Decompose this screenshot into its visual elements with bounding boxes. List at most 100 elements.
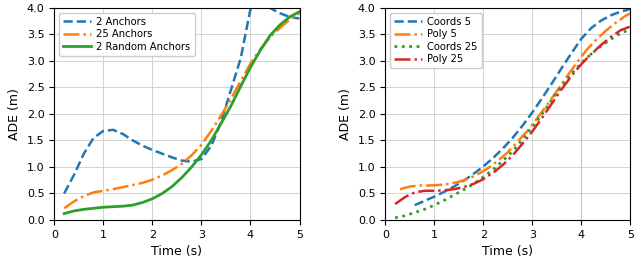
Poly 25 xyxy=(509,154,516,157)
Poly 5 xyxy=(563,75,570,78)
25 Anchors xyxy=(188,154,195,157)
Coords 25 xyxy=(440,199,448,202)
Poly 25 xyxy=(499,163,507,166)
Coords 25 xyxy=(450,193,458,197)
2 Random Anchors xyxy=(237,85,244,88)
Poly 25 xyxy=(391,202,399,206)
Poly 25 xyxy=(597,43,605,47)
Poly 25 xyxy=(518,142,526,145)
25 Anchors xyxy=(246,62,254,65)
Coords 25 xyxy=(509,149,516,153)
Coords 5 xyxy=(440,190,448,193)
Line: Poly 5: Poly 5 xyxy=(400,13,630,189)
Coords 25 xyxy=(617,32,625,35)
Poly 25 xyxy=(440,189,448,192)
Poly 25 xyxy=(450,188,458,191)
2 Anchors xyxy=(148,148,156,152)
Legend: Coords 5, Poly 5, Coords 25, Poly 25: Coords 5, Poly 5, Coords 25, Poly 25 xyxy=(390,13,482,68)
Poly 25 xyxy=(401,196,409,199)
Line: 2 Random Anchors: 2 Random Anchors xyxy=(64,12,300,214)
Coords 5 xyxy=(450,185,458,188)
2 Random Anchors xyxy=(148,197,156,200)
Poly 5 xyxy=(543,103,551,107)
25 Anchors xyxy=(90,191,97,194)
Coords 25 xyxy=(499,159,507,162)
Poly 5 xyxy=(484,166,492,170)
Poly 5 xyxy=(435,183,443,187)
2 Random Anchors xyxy=(139,201,147,204)
Poly 25 xyxy=(529,130,536,133)
25 Anchors xyxy=(60,207,68,210)
Coords 25 xyxy=(479,175,487,179)
25 Anchors xyxy=(80,195,88,198)
Poly 5 xyxy=(602,29,610,32)
Poly 5 xyxy=(475,172,483,175)
Coords 5 xyxy=(420,199,428,202)
Poly 25 xyxy=(617,29,625,32)
25 Anchors xyxy=(296,12,303,15)
25 Anchors xyxy=(148,178,156,181)
2 Random Anchors xyxy=(178,176,186,179)
Coords 5 xyxy=(460,179,468,182)
2 Random Anchors xyxy=(119,205,127,208)
2 Random Anchors xyxy=(129,204,137,207)
2 Random Anchors xyxy=(207,139,215,142)
Coords 25 xyxy=(460,188,468,191)
25 Anchors xyxy=(159,174,166,177)
Poly 25 xyxy=(548,102,556,105)
Coords 5 xyxy=(558,66,566,69)
Coords 25 xyxy=(538,112,546,116)
2 Random Anchors xyxy=(257,49,264,52)
25 Anchors xyxy=(100,189,108,192)
Poly 5 xyxy=(406,185,413,188)
25 Anchors xyxy=(266,36,274,39)
25 Anchors xyxy=(276,26,284,30)
25 Anchors xyxy=(207,129,215,132)
Coords 25 xyxy=(431,204,438,207)
25 Anchors xyxy=(257,48,264,51)
Y-axis label: ADE (m): ADE (m) xyxy=(8,88,21,140)
25 Anchors xyxy=(168,169,176,172)
Poly 25 xyxy=(627,25,634,28)
2 Anchors xyxy=(217,120,225,123)
2 Anchors xyxy=(207,144,215,147)
25 Anchors xyxy=(70,200,78,203)
Poly 5 xyxy=(455,180,463,183)
Coords 5 xyxy=(529,111,536,114)
Coords 25 xyxy=(529,126,536,129)
Coords 25 xyxy=(411,211,419,214)
Line: 2 Anchors: 2 Anchors xyxy=(64,5,300,193)
Poly 25 xyxy=(470,182,477,186)
Coords 25 xyxy=(627,28,634,31)
Poly 5 xyxy=(514,140,522,143)
Poly 5 xyxy=(592,38,600,41)
Poly 5 xyxy=(582,49,590,52)
25 Anchors xyxy=(119,186,127,189)
2 Anchors xyxy=(109,128,117,131)
Y-axis label: ADE (m): ADE (m) xyxy=(339,88,352,140)
Coords 5 xyxy=(431,195,438,198)
Coords 5 xyxy=(577,37,585,40)
2 Random Anchors xyxy=(60,212,68,215)
Coords 5 xyxy=(617,10,625,13)
Poly 5 xyxy=(465,177,472,180)
Poly 5 xyxy=(627,12,634,15)
2 Random Anchors xyxy=(188,165,195,169)
Poly 5 xyxy=(533,117,541,120)
2 Anchors xyxy=(119,132,127,136)
2 Random Anchors xyxy=(159,192,166,195)
Line: 25 Anchors: 25 Anchors xyxy=(64,13,300,208)
Coords 5 xyxy=(588,26,595,30)
2 Anchors xyxy=(286,15,294,19)
Coords 5 xyxy=(479,165,487,168)
Poly 5 xyxy=(396,188,404,191)
Poly 5 xyxy=(524,129,531,132)
25 Anchors xyxy=(109,188,117,191)
2 Random Anchors xyxy=(109,205,117,208)
Poly 25 xyxy=(577,63,585,66)
2 Random Anchors xyxy=(217,122,225,125)
2 Anchors xyxy=(237,57,244,60)
Poly 25 xyxy=(558,87,566,91)
25 Anchors xyxy=(217,114,225,117)
Line: Coords 5: Coords 5 xyxy=(415,9,630,205)
